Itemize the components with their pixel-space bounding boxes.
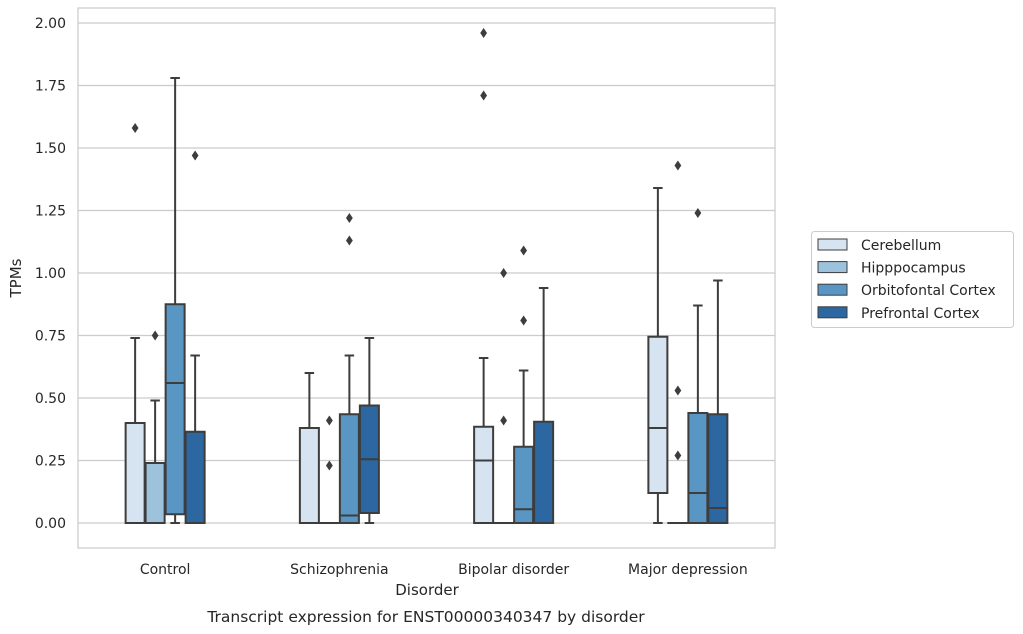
y-tick-label: 1.25 (35, 204, 66, 220)
y-tick-label: 2.00 (35, 16, 66, 32)
box-group (184, 150, 206, 524)
outlier-point (345, 235, 353, 246)
outlier-point (480, 90, 488, 101)
outlier-point (674, 160, 682, 171)
legend-swatch (817, 261, 848, 274)
box-iqr (473, 425, 495, 524)
boxes (124, 28, 729, 525)
x-tick-label: Bipolar disorder (458, 562, 569, 578)
box-group (473, 28, 495, 524)
y-tick-label: 1.00 (35, 266, 66, 282)
box-iqr (647, 335, 669, 494)
box-iqr (687, 412, 709, 524)
outlier-point (500, 268, 508, 278)
legend-label: Hipppocampus (861, 261, 966, 277)
outlier-point (325, 415, 333, 426)
x-tick-label: Control (140, 562, 191, 578)
box-group (318, 415, 340, 525)
y-tick-labels: 0.00 0.25 0.50 0.75 1.00 1.25 1.50 1.75 2.00 (35, 16, 66, 532)
box-group (667, 160, 689, 525)
outlier-point (520, 315, 528, 326)
outlier-point (325, 460, 333, 471)
y-tick-label: 0.00 (35, 516, 66, 532)
legend-swatch (817, 306, 848, 319)
box-iqr (164, 303, 186, 516)
outlier-point (345, 213, 353, 223)
box-iqr (144, 462, 166, 524)
box-iqr (124, 422, 146, 524)
outlier-point (131, 123, 139, 133)
x-tick-label: Major depression (628, 562, 748, 578)
outlier-point (674, 385, 682, 396)
box-group (124, 123, 146, 524)
legend: Cerebellum Hipppocampus Orbitofontal Corte… (811, 231, 1014, 328)
y-axis-label: TPMs (7, 258, 25, 298)
box-group (338, 213, 360, 524)
legend-label: Orbitofontal Cortex (861, 283, 996, 299)
box-iqr (338, 413, 360, 524)
y-tick-label: 0.75 (35, 329, 66, 345)
outlier-point (674, 450, 682, 461)
box-iqr (184, 430, 206, 524)
x-tick-label: Schizophrenia (290, 562, 388, 578)
box-group (298, 372, 320, 524)
legend-label: Cerebellum (861, 238, 941, 254)
x-tick-labels: Control Schizophrenia Bipolar disorder Majo… (140, 562, 748, 578)
y-tick-label: 0.50 (35, 391, 66, 407)
outlier-point (520, 245, 528, 256)
outlier-point (480, 28, 488, 38)
legend-swatch (817, 238, 848, 251)
plot-frame (77, 7, 776, 549)
box-group (164, 77, 186, 524)
y-tick-label: 0.25 (35, 454, 66, 470)
box-group (493, 268, 515, 525)
box-group (358, 337, 380, 524)
legend-box (811, 231, 1014, 328)
box-group (144, 330, 166, 524)
box-group (513, 245, 535, 524)
legend-swatch (817, 283, 848, 296)
outlier-point (694, 208, 702, 218)
box-group (647, 187, 669, 524)
box-iqr (513, 445, 535, 524)
legend-label: Prefrontal Cortex (861, 306, 980, 322)
y-tick-label: 1.50 (35, 141, 66, 157)
box-iqr (533, 420, 555, 524)
outlier-point (500, 415, 508, 426)
outlier-point (191, 150, 199, 161)
outlier-point (151, 330, 159, 341)
chart-caption: Transcript expression for ENST0000034034… (206, 608, 645, 626)
box-iqr (298, 427, 320, 524)
x-axis-label: Disorder (395, 581, 459, 599)
box-iqr (707, 413, 729, 524)
box-group (687, 208, 709, 524)
y-tick-label: 1.75 (35, 79, 66, 95)
box-group (533, 287, 555, 524)
box-group (707, 279, 729, 524)
